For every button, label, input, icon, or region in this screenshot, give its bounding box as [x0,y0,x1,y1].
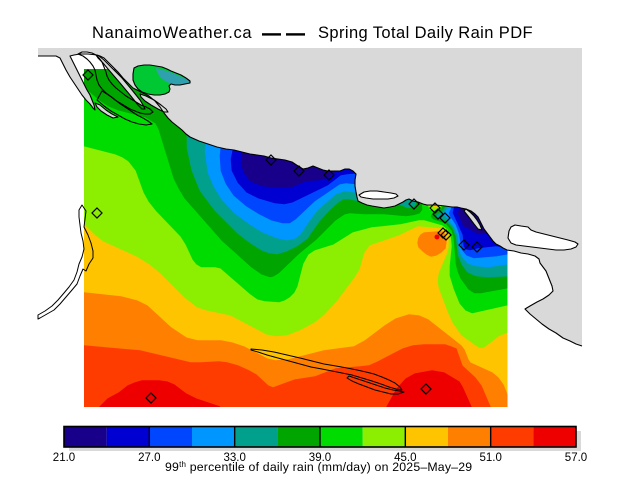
svg-text:33.0: 33.0 [223,452,245,464]
svg-text:45.0: 45.0 [394,452,416,464]
svg-text:57.0: 57.0 [565,452,587,464]
svg-text:21.0: 21.0 [53,452,75,464]
svg-text:Spring Total Daily Rain PDF: Spring Total Daily Rain PDF [318,24,533,42]
svg-text:27.0: 27.0 [138,452,160,464]
svg-text:99th percentile of daily rain: 99th percentile of daily rain (mm/day) o… [165,460,472,474]
svg-text:39.0: 39.0 [309,452,331,464]
svg-text:NanaimoWeather.ca: NanaimoWeather.ca [92,24,252,42]
svg-text:51.0: 51.0 [479,452,501,464]
